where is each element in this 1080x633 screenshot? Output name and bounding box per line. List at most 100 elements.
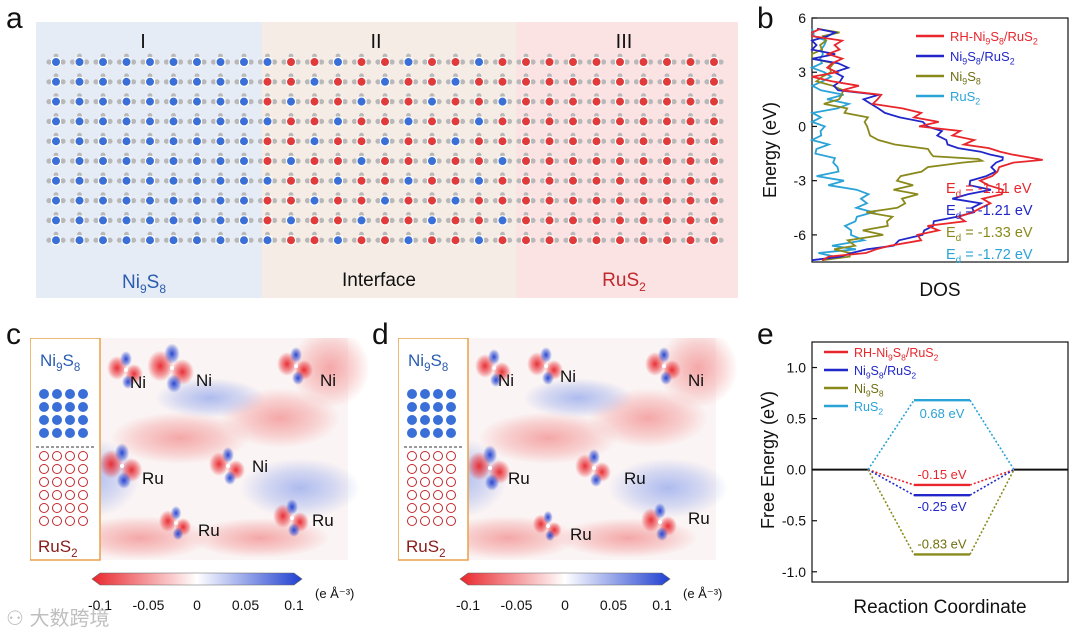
s-atom — [389, 99, 395, 105]
s-atom — [445, 198, 452, 204]
s-atom — [506, 178, 513, 184]
s-atom — [116, 138, 123, 144]
ni-atom — [168, 215, 179, 226]
ru-atom — [591, 96, 602, 107]
s-atom — [224, 158, 231, 164]
ru-atom — [661, 56, 673, 68]
inset-frame — [30, 338, 101, 561]
inset-ni-atom — [65, 389, 75, 399]
ru-atom — [497, 135, 508, 147]
s-atom — [657, 118, 663, 124]
s-atom — [187, 99, 193, 105]
s-atom — [304, 178, 311, 184]
density-lobe-depletion — [543, 510, 553, 524]
density-diffuse-region — [608, 458, 728, 518]
s-atom — [563, 79, 569, 85]
density-lobe-depletion — [288, 523, 300, 537]
ru-atom — [638, 234, 649, 246]
ru-atom — [262, 96, 273, 107]
ru-atom — [685, 215, 696, 226]
density-atom-core — [592, 466, 596, 470]
inset-ni-atom — [446, 415, 456, 425]
inset-ru-atom — [78, 477, 88, 487]
s-atom — [436, 198, 442, 204]
ru-atom — [379, 116, 391, 127]
s-atom — [530, 158, 536, 164]
s-atom — [248, 79, 254, 85]
s-atom — [563, 198, 569, 204]
s-atom — [281, 217, 287, 223]
ru-atom — [285, 234, 297, 246]
s-atom — [234, 178, 240, 184]
ru-atom — [544, 215, 555, 226]
ru-atom — [708, 135, 720, 147]
inset-ni-atom — [52, 428, 62, 438]
s-atom — [718, 158, 724, 164]
panel-e-letter: e — [757, 318, 774, 351]
s-atom — [295, 178, 301, 184]
ru-atom — [426, 175, 438, 186]
s-atom — [492, 178, 499, 184]
s-atom — [60, 198, 66, 204]
density-diffuse-region — [240, 458, 360, 518]
ru-atom — [520, 96, 532, 107]
ru-atom — [262, 76, 273, 88]
s-atom — [257, 178, 264, 184]
s-atom — [492, 237, 499, 243]
ru-atom — [544, 155, 555, 167]
s-atom — [140, 178, 146, 184]
s-atom — [539, 59, 546, 65]
s-atom — [553, 178, 560, 184]
s-atom — [375, 198, 381, 204]
ni-atom — [50, 96, 62, 107]
s-atom — [586, 217, 593, 223]
inset-ru-atom — [39, 451, 49, 461]
s-atom — [445, 59, 452, 65]
s-atom — [610, 237, 616, 243]
s-atom — [163, 178, 170, 184]
s-atom — [516, 158, 522, 164]
s-atom — [60, 118, 66, 124]
ni-atom — [191, 155, 203, 167]
ru-atom — [450, 175, 461, 186]
s-atom — [281, 198, 287, 204]
s-atom — [469, 198, 475, 204]
s-atom — [234, 99, 240, 105]
ni-atom — [97, 135, 109, 147]
s-atom — [436, 237, 442, 243]
ru-atom — [708, 175, 720, 186]
s-atom — [257, 237, 264, 243]
ni-atom — [97, 195, 109, 206]
s-atom — [210, 198, 217, 204]
ru-atom — [685, 234, 696, 246]
ru-atom — [614, 215, 626, 226]
ru-atom — [285, 116, 297, 127]
s-atom — [295, 59, 301, 65]
panel-d-letter: d — [372, 318, 389, 351]
ru-atom — [520, 234, 532, 246]
ni-atom — [168, 195, 179, 206]
s-atom — [624, 79, 630, 85]
inset-ru-atom — [52, 503, 62, 513]
ni-atom — [50, 234, 62, 246]
s-atom — [83, 158, 90, 164]
s-atom — [295, 237, 301, 243]
s-atom — [107, 59, 113, 65]
s-atom — [412, 237, 419, 243]
ni-atom — [74, 234, 85, 246]
ru-atom — [450, 96, 461, 107]
s-atom — [375, 138, 381, 144]
s-atom — [201, 59, 207, 65]
s-atom — [163, 59, 170, 65]
ru-atom — [685, 155, 696, 167]
s-atom — [69, 99, 76, 105]
s-atom — [46, 237, 52, 243]
s-atom — [201, 138, 207, 144]
s-atom — [647, 158, 654, 164]
s-atom — [116, 79, 123, 85]
s-atom — [412, 99, 419, 105]
colorbar-tick-label: -0.05 — [133, 597, 165, 613]
s-atom — [647, 237, 654, 243]
s-atom — [163, 217, 170, 223]
s-atom — [271, 138, 278, 144]
